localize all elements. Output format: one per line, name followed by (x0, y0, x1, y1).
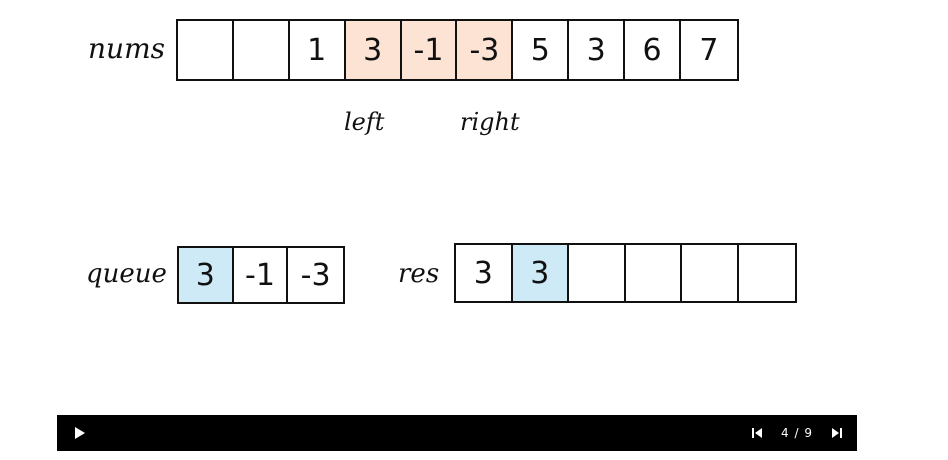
frame-counter: 4 / 9 (781, 426, 813, 440)
queue-array: 3 -1 -3 (177, 246, 345, 304)
right-pointer-label: right (460, 108, 520, 136)
skip-previous-icon (752, 428, 762, 438)
queue-label: queue (86, 259, 167, 289)
nums-cell (234, 21, 290, 79)
nums-array: 1 3 -1 -3 5 3 6 7 (176, 19, 739, 81)
play-button[interactable] (65, 415, 93, 451)
queue-cell: -1 (234, 248, 289, 302)
skip-next-icon (832, 428, 842, 438)
next-button[interactable] (823, 415, 851, 451)
nums-cell: -1 (401, 21, 458, 79)
nums-cell: 6 (625, 21, 682, 79)
nums-label: nums (88, 32, 165, 65)
res-cell: 3 (456, 245, 513, 301)
nums-cell: 3 (569, 21, 626, 79)
nums-cell (178, 21, 234, 79)
nums-cell: -3 (457, 21, 514, 79)
nums-cell: 5 (513, 21, 570, 79)
res-cell (739, 245, 796, 301)
nums-cell: 3 (345, 21, 402, 79)
res-cell (626, 245, 682, 301)
player-controls: 4 / 9 (57, 415, 857, 451)
nums-cell: 7 (699, 32, 719, 68)
res-cell (682, 245, 739, 301)
queue-cell: 3 (179, 248, 234, 302)
nums-cell: 1 (290, 21, 346, 79)
res-cell (569, 245, 626, 301)
play-icon (75, 427, 85, 439)
left-pointer-label: left (344, 108, 385, 136)
res-label: res (398, 259, 440, 289)
previous-button[interactable] (743, 415, 771, 451)
queue-cell: -3 (300, 257, 331, 293)
res-cell: 3 (512, 245, 569, 301)
